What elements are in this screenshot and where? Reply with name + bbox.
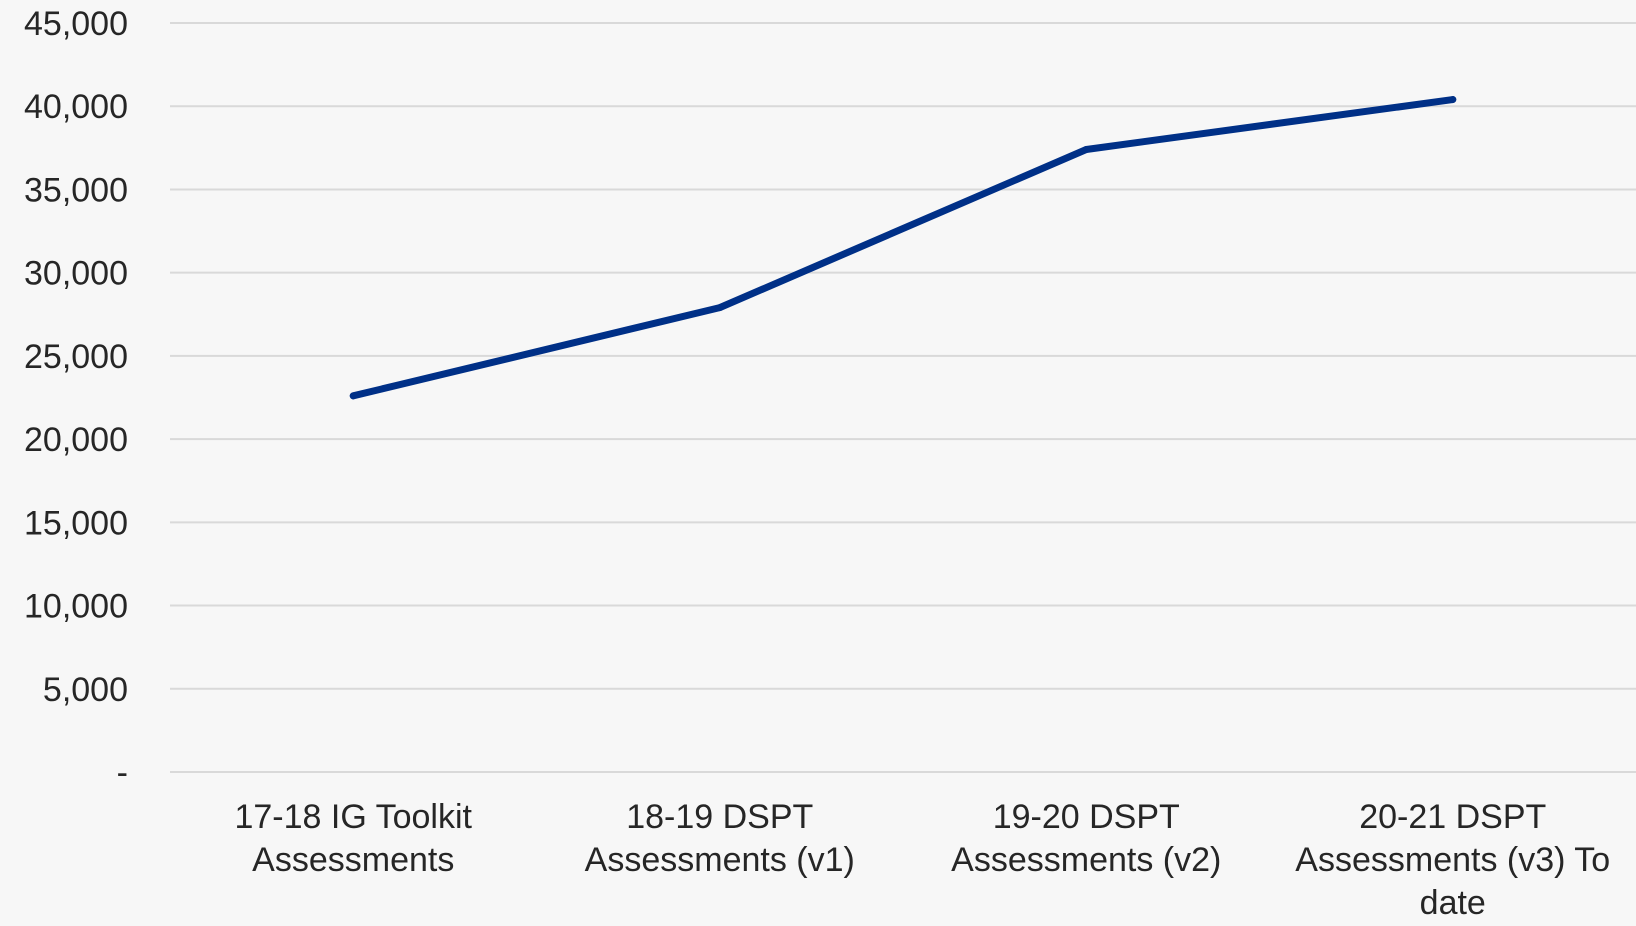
- x-axis-tick-labels: 17-18 IG Toolkit Assessments 18-19 DSPT Ass…: [234, 798, 1610, 922]
- y-tick-label: 45,000: [24, 5, 128, 43]
- data-point: [1082, 145, 1090, 153]
- x-tick-label-line: Assessments: [252, 841, 454, 879]
- data-point: [1449, 96, 1457, 104]
- x-tick-label-line: Assessments (v1): [585, 841, 855, 879]
- y-tick-label: 30,000: [24, 255, 128, 293]
- series-line: [349, 96, 1457, 400]
- x-tick-label-line: Assessments (v3) To: [1295, 841, 1610, 879]
- x-tick-label-line: date: [1420, 884, 1486, 921]
- y-tick-label: 15,000: [24, 504, 128, 542]
- x-tick-label: 20-21 DSPT Assessments (v3) To date: [1295, 798, 1610, 921]
- x-tick-label: 19-20 DSPT Assessments (v2): [951, 798, 1221, 879]
- x-tick-label-line: 20-21 DSPT: [1359, 798, 1546, 836]
- y-tick-label: 35,000: [24, 171, 128, 209]
- y-tick-label: 40,000: [24, 88, 128, 126]
- series-lines: [349, 96, 1457, 400]
- y-tick-label: 10,000: [24, 588, 128, 626]
- x-tick-label-line: Assessments (v2): [951, 841, 1221, 879]
- x-tick-label: 18-19 DSPT Assessments (v1): [585, 798, 855, 879]
- data-point: [349, 392, 357, 400]
- y-tick-label: 5,000: [43, 671, 128, 709]
- y-axis-tick-labels: - 5,000 10,000 15,000 20,000 25,000 30,000 35,0…: [24, 5, 128, 792]
- x-tick-label-line: 18-19 DSPT: [626, 798, 813, 836]
- y-tick-label: -: [117, 754, 128, 792]
- gridlines: [170, 22, 1636, 773]
- y-tick-label: 20,000: [24, 421, 128, 459]
- x-tick-label: 17-18 IG Toolkit Assessments: [234, 798, 472, 879]
- x-tick-label-line: 17-18 IG Toolkit: [234, 798, 472, 836]
- y-tick-label: 25,000: [24, 338, 128, 376]
- x-tick-label-line: 19-20 DSPT: [993, 798, 1180, 836]
- data-point: [716, 304, 724, 312]
